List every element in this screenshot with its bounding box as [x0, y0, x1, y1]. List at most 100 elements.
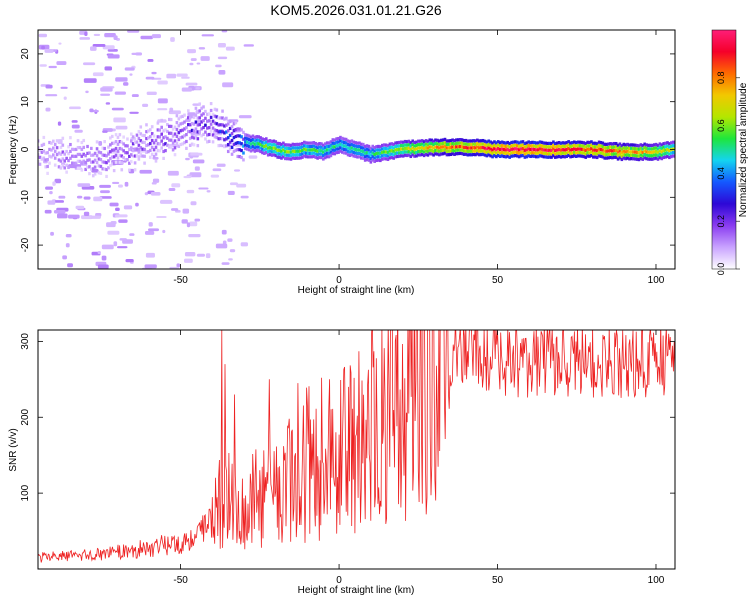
spectrogram-noise-cell	[206, 190, 211, 193]
spectrogram-ridge-cell	[582, 141, 586, 145]
spectrogram-ridge-cell	[441, 152, 445, 156]
spectrogram-noise-cell	[89, 108, 94, 113]
spectrogram-ridge-cell	[508, 145, 511, 149]
spectrogram-ridge-cell	[120, 140, 124, 144]
spectrogram-ridge-cell	[329, 140, 333, 144]
spectrogram-ridge-cell	[116, 149, 120, 153]
spectrogram-ridge-cell	[114, 139, 118, 144]
spectrogram-ridge-cell	[295, 153, 299, 157]
spectrogram-ridge-cell	[464, 152, 468, 156]
spectrogram-ridge-cell	[559, 148, 563, 152]
spectrogram-ridge-cell	[443, 151, 447, 155]
spectrogram-ridge-cell	[498, 144, 502, 148]
spectrogram-ridge-cell	[476, 148, 479, 153]
spectrogram-ridge-cell	[445, 142, 449, 147]
spectrogram-ridge-cell	[175, 114, 179, 118]
spectrogram-noise-cell	[53, 210, 66, 214]
spectrogram-ridge-cell	[660, 143, 664, 147]
spectrogram-noise-cell	[93, 196, 103, 202]
spectrogram-ridge-cell	[55, 139, 59, 143]
spectrogram-ridge-cell	[430, 152, 434, 156]
spectrogram-ridge-cell	[53, 156, 57, 160]
spectrogram-ridge-cell	[474, 139, 477, 143]
spectrogram-ridge-cell	[185, 139, 188, 144]
spectrogram-ridge-cell	[244, 146, 247, 151]
spectrogram-ridge-cell	[264, 137, 268, 141]
spectrogram-ridge-cell	[156, 142, 160, 146]
spectrogram-ridge-cell	[375, 148, 378, 152]
spectrogram-ridge-cell	[204, 137, 207, 141]
spectrogram-ridge-cell	[388, 149, 392, 153]
spectrogram-ridge-cell	[369, 156, 373, 161]
spectrogram-ridge-cell	[247, 148, 251, 152]
spectrogram-ridge-cell	[253, 149, 257, 153]
spectrogram-ridge-cell	[148, 155, 152, 159]
spectrogram-ridge-cell	[624, 150, 627, 154]
spectrogram-ridge-cell	[576, 143, 580, 148]
spectrogram-x-tick-label: -50	[173, 275, 188, 286]
spectrogram-ridge-cell	[268, 145, 272, 150]
spectrogram-ridge-cell	[268, 152, 272, 157]
spectrogram-noise-cell	[115, 77, 128, 82]
spectrogram-ridge-cell	[59, 145, 63, 149]
spectrogram-ridge-cell	[272, 139, 276, 143]
spectrogram-ridge-cell	[297, 142, 300, 147]
spectrogram-ridge-cell	[609, 152, 612, 156]
spectrogram-noise-cell	[56, 61, 67, 66]
spectrogram-ridge-cell	[445, 139, 449, 143]
spectrogram-ridge-cell	[206, 126, 209, 130]
spectrogram-ridge-cell	[116, 135, 120, 140]
spectrogram-ridge-cell	[283, 143, 287, 147]
spectrogram-ridge-cell	[291, 156, 295, 160]
spectrogram-ridge-cell	[533, 144, 536, 148]
spectrogram-ridge-cell	[637, 147, 641, 151]
spectrogram-ridge-cell	[527, 150, 530, 154]
spectrogram-ridge-cell	[251, 148, 255, 152]
spectrogram-noise-cell	[113, 241, 118, 247]
spectrogram-ridge-cell	[436, 152, 439, 156]
spectrogram-ridge-cell	[673, 144, 675, 148]
spectrogram-ridge-cell	[656, 147, 660, 151]
spectrogram-ridge-cell	[654, 153, 658, 157]
spectrogram-ridge-cell	[259, 149, 262, 154]
spectrogram-noise-cell	[81, 185, 95, 190]
spectrogram-ridge-cell	[420, 139, 424, 143]
spectrogram-ridge-cell	[183, 141, 186, 145]
spectrogram-ridge-cell	[247, 141, 251, 145]
spectrogram-ridge-cell	[219, 116, 222, 120]
spectrogram-ridge-cell	[234, 134, 238, 139]
spectrogram-noise-cell	[157, 108, 168, 111]
spectrogram-ridge-cell	[384, 157, 388, 161]
spectrogram-ridge-cell	[320, 149, 323, 153]
spectrogram-ridge-cell	[569, 155, 572, 159]
spectrogram-ridge-cell	[382, 146, 386, 150]
spectrogram-ridge-cell	[597, 150, 601, 155]
spectrogram-ridge-cell	[71, 154, 74, 158]
spectrogram-ridge-cell	[597, 144, 601, 148]
spectrogram-ridge-cell	[392, 142, 395, 146]
spectrogram-ridge-cell	[466, 153, 470, 157]
spectrogram-ridge-cell	[641, 150, 645, 155]
spectrogram-ridge-cell	[183, 120, 186, 124]
spectrogram-ridge-cell	[426, 150, 430, 154]
spectrogram-ridge-cell	[303, 144, 306, 148]
spectrogram-noise-cell	[139, 169, 152, 174]
spectrogram-ridge-cell	[662, 142, 665, 146]
spectrogram-ridge-cell	[561, 154, 565, 159]
spectrogram-ridge-cell	[128, 154, 131, 158]
spectrogram-ridge-cell	[525, 144, 529, 148]
spectrogram-ridge-cell	[593, 145, 597, 149]
spectrogram-ridge-cell	[257, 135, 260, 139]
spectrogram-ridge-cell	[327, 148, 331, 152]
spectrogram-ridge-cell	[80, 140, 84, 145]
spectrogram-ridge-cell	[310, 155, 314, 159]
spectrogram-ridge-cell	[455, 145, 458, 149]
spectrogram-ridge-cell	[548, 148, 551, 152]
spectrogram-ridge-cell	[616, 147, 620, 151]
spectrogram-ridge-cell	[504, 144, 508, 149]
spectrogram-ridge-cell	[88, 172, 91, 176]
spectrogram-ridge-cell	[624, 146, 627, 150]
spectrogram-noise-cell	[52, 181, 56, 186]
spectrogram-ridge-cell	[223, 131, 226, 135]
spectrogram-ridge-cell	[69, 149, 72, 154]
